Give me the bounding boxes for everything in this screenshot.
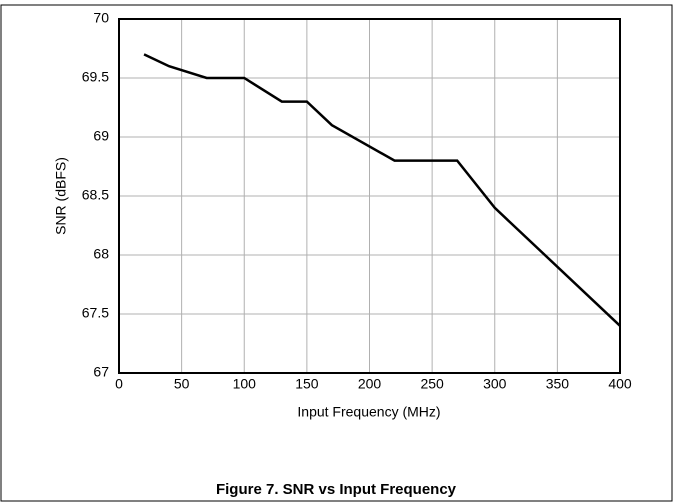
x-tick-label: 0 <box>115 376 123 392</box>
figure-caption: Figure 7. SNR vs Input Frequency <box>216 481 457 498</box>
y-tick-label: 67 <box>93 364 109 380</box>
x-tick-label: 300 <box>483 376 507 392</box>
y-axis-label: SNR (dBFS) <box>53 157 69 235</box>
data-line <box>143 53 621 327</box>
figure-frame <box>0 4 673 502</box>
x-tick-label: 200 <box>358 376 382 392</box>
y-tick-label: 67.5 <box>82 305 109 321</box>
y-tick-label: 68 <box>93 246 109 262</box>
x-tick-label: 150 <box>295 376 319 392</box>
x-tick-label: 400 <box>608 376 632 392</box>
x-tick-label: 250 <box>420 376 444 392</box>
plot-frame <box>118 18 621 374</box>
x-tick-label: 350 <box>546 376 570 392</box>
x-axis-label: Input Frequency (MHz) <box>297 404 440 420</box>
y-tick-label: 69 <box>93 128 109 144</box>
y-tick-label: 69.5 <box>82 69 109 85</box>
y-tick-label: 68.5 <box>82 187 109 203</box>
x-tick-label: 50 <box>174 376 190 392</box>
y-tick-label: 70 <box>93 10 109 26</box>
x-tick-label: 100 <box>233 376 257 392</box>
